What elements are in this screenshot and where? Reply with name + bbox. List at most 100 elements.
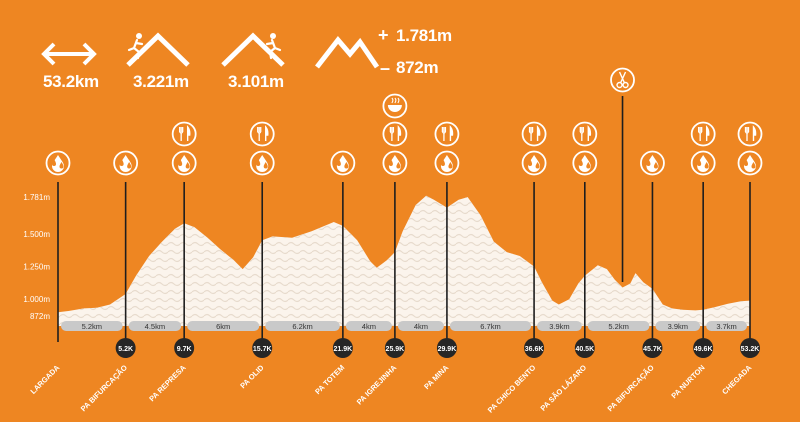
icon-ring (249, 121, 275, 147)
km-marker (115, 338, 136, 358)
fork-knife-icon (434, 121, 460, 147)
fork-shape (528, 127, 534, 141)
water-drops-icon (521, 150, 547, 176)
knife-shape (186, 125, 191, 141)
drop-shape (653, 162, 658, 169)
icon-ring (521, 121, 547, 147)
km-marker (174, 338, 195, 358)
checkpoint-name: PA SÃO LÁZARO (539, 363, 589, 413)
water-drops-icon (330, 150, 356, 176)
segment-distance-label: 4km (414, 322, 428, 331)
km-marker-label: 53.2K (741, 346, 760, 353)
min-altitude-value: 872m (396, 58, 439, 77)
segment-bar (345, 321, 392, 331)
segment-bar (61, 321, 123, 331)
runner-downhill-mountain-icon (221, 32, 285, 67)
segment-bar (706, 321, 747, 331)
drop-shape (52, 159, 56, 166)
segment-distance-label: 5.2km (608, 322, 628, 331)
drop-shape (59, 162, 64, 169)
checkpoint-name: PA IGREJINHA (355, 363, 399, 407)
checkpoint-name: CHEGADA (720, 363, 754, 397)
drop-shape (336, 159, 341, 166)
drop-shape (646, 159, 651, 166)
hot-meal-bowl-icon (382, 93, 408, 119)
bowl-shape (387, 105, 402, 112)
drop-shape (119, 159, 124, 166)
segment-distance-label: 5.2km (82, 322, 102, 331)
water-drops-icon (171, 150, 197, 176)
km-marker-label: 21.9K (334, 346, 353, 353)
drop-shape (440, 159, 445, 166)
segment-bar (655, 321, 701, 331)
drop-shape (535, 162, 540, 169)
drop-shape (578, 159, 583, 166)
water-drops-icon (572, 150, 598, 176)
fork-knife-icon (690, 121, 716, 147)
segment-bar (537, 321, 582, 331)
fork-shape (257, 127, 262, 141)
drop-shape (697, 159, 702, 166)
scissor-handle (616, 81, 623, 89)
segment-bar (265, 321, 340, 331)
segment-bar (397, 321, 444, 331)
max-altitude-value: 1.781m (396, 26, 452, 45)
km-marker-label: 40.5K (575, 346, 594, 353)
drop-shape (396, 162, 401, 169)
steam-shape (391, 97, 400, 104)
water-drops-icon (737, 150, 763, 176)
double-arrow-icon (41, 42, 97, 66)
fork-shape (389, 127, 395, 141)
segment-bar (587, 321, 650, 331)
segment-distance-label: 6.7km (480, 322, 500, 331)
fork-knife-icon (171, 121, 197, 147)
runner-uphill-mountain-icon (126, 32, 190, 67)
segment-distance-label: 3.9km (549, 322, 569, 331)
drop-shape (256, 159, 261, 166)
km-marker-label: 36.6K (525, 346, 544, 353)
segment-bar (449, 321, 532, 331)
checkpoint-name: PA OLID (238, 363, 266, 391)
fork-shape (579, 127, 584, 141)
knife-shape (705, 125, 710, 141)
checkpoint-name: PA CHICO BENTO (486, 363, 538, 415)
fork-shape (441, 127, 447, 141)
km-marker-label: 15.7K (253, 346, 272, 353)
checkpoint-name: LARGADA (29, 363, 62, 396)
km-marker (332, 338, 353, 358)
water-drops-icon (434, 150, 460, 176)
segment-distance-label: 4.5km (145, 322, 165, 331)
icon-ring (572, 121, 598, 147)
checkpoint-name: PA MINA (422, 363, 451, 392)
fork-shape (698, 127, 703, 141)
y-tick-label: 1.250m (23, 263, 50, 272)
fork-knife-icon (572, 121, 598, 147)
drop-shape (344, 162, 349, 169)
scissors-icon (610, 67, 635, 93)
segment-bar (187, 321, 260, 331)
drop-shape (751, 162, 756, 169)
fork-knife-icon (737, 121, 763, 147)
y-tick-label: 1.781m (23, 193, 50, 202)
segment-distance-label: 6km (216, 322, 230, 331)
drop-shape (388, 159, 393, 166)
segment-distance-label: 4km (362, 322, 376, 331)
ascent-value: 3.221m (133, 72, 189, 91)
scissor-handle (622, 81, 629, 89)
knife-shape (265, 125, 269, 141)
knife-shape (449, 125, 454, 141)
water-drops-icon (45, 150, 71, 176)
water-drops-icon (690, 150, 716, 176)
km-marker (740, 338, 760, 358)
water-drops-icon (382, 150, 408, 176)
drop-shape (704, 162, 709, 169)
segment-distance-label: 3.7km (716, 322, 736, 331)
min-altitude-sign: – (380, 58, 390, 78)
km-marker (524, 338, 545, 358)
checkpoint-name: PA NURTON (669, 363, 706, 400)
km-marker (252, 338, 273, 358)
y-tick-label: 1.000m (23, 295, 50, 304)
km-marker-label: 49.6K (694, 346, 713, 353)
